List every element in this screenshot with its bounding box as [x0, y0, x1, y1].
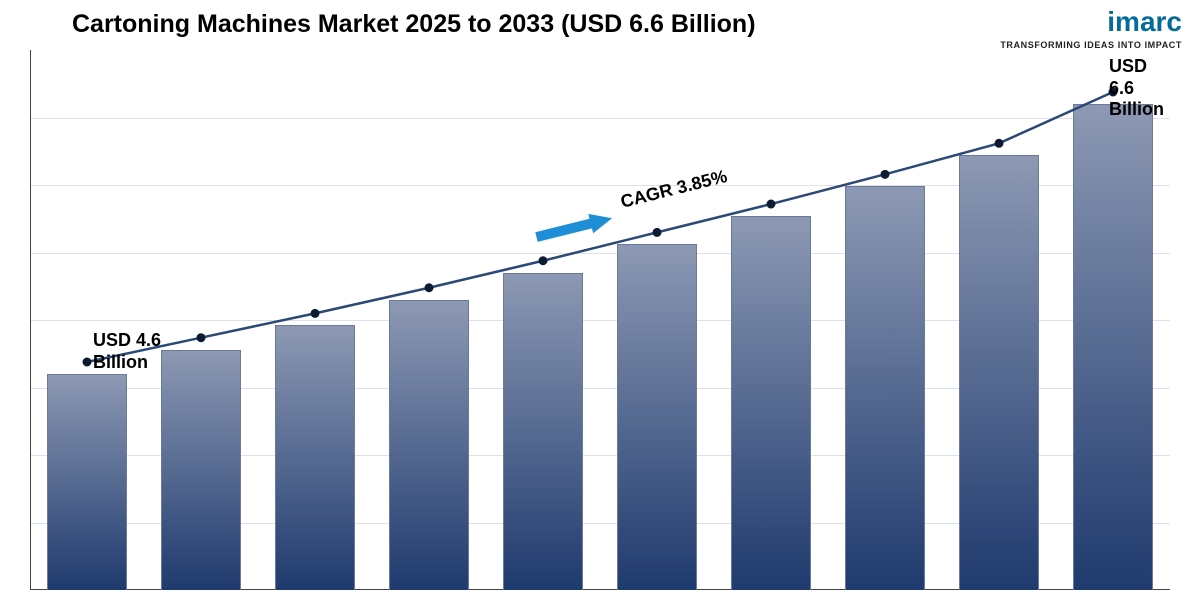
bar-fill: [275, 325, 355, 590]
bar: [503, 273, 583, 590]
data-point: [539, 257, 547, 265]
bar: [47, 374, 127, 590]
data-point: [197, 334, 205, 342]
value-label-start: USD 4.6Billion: [93, 330, 161, 373]
brand-logo-text: imarc: [1000, 6, 1182, 38]
chart-title: Cartoning Machines Market 2025 to 2033 (…: [72, 10, 756, 39]
bar-fill: [1073, 104, 1153, 590]
chart-area: USD 4.6Billion USD 6.6Billion CAGR 3.85%: [30, 50, 1170, 590]
trend-arrow-icon: [534, 209, 616, 252]
bar: [617, 244, 697, 590]
brand-logo: imarc TRANSFORMING IDEAS INTO IMPACT: [1000, 6, 1182, 50]
bar: [959, 155, 1039, 590]
data-point: [767, 200, 775, 208]
bar: [1073, 104, 1153, 590]
bar-fill: [503, 273, 583, 590]
bar-fill: [161, 350, 241, 590]
bar-fill: [389, 300, 469, 590]
bar-fill: [845, 186, 925, 590]
data-point: [311, 309, 319, 317]
bar: [731, 216, 811, 590]
value-label-end: USD 6.6Billion: [1109, 56, 1170, 121]
cagr-label: CAGR 3.85%: [618, 166, 729, 213]
chart-gridline: [30, 118, 1170, 119]
data-point: [995, 139, 1003, 147]
bar: [845, 186, 925, 590]
bar-fill: [731, 216, 811, 590]
bar-fill: [47, 374, 127, 590]
data-point: [425, 284, 433, 292]
data-point: [83, 358, 91, 366]
bar: [275, 325, 355, 590]
bar-fill: [959, 155, 1039, 590]
data-point: [653, 228, 661, 236]
bar: [389, 300, 469, 590]
bar-fill: [617, 244, 697, 590]
brand-logo-tagline: TRANSFORMING IDEAS INTO IMPACT: [1000, 40, 1182, 50]
bar: [161, 350, 241, 590]
y-axis: [30, 50, 31, 590]
data-point: [881, 170, 889, 178]
